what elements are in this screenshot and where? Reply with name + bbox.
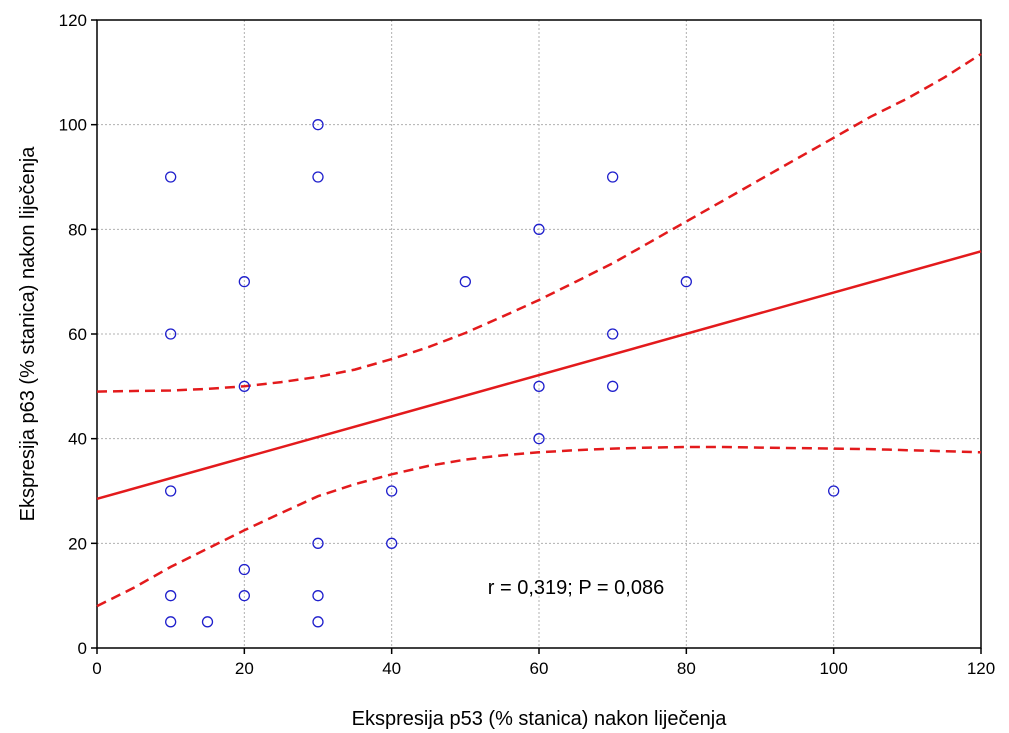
x-tick-label: 80 — [677, 659, 696, 678]
regression-line — [96, 250, 982, 501]
axis-ticks: 0 20 40 60 80 100 120 0 20 40 60 80 100 120 — [59, 11, 996, 678]
data-point — [459, 276, 471, 288]
x-tick-label: 0 — [92, 659, 101, 678]
confidence-band — [96, 52, 982, 608]
data-point — [238, 380, 250, 392]
data-point — [238, 276, 250, 288]
data-point — [165, 171, 177, 183]
data-point — [201, 616, 214, 628]
data-point — [312, 537, 324, 549]
y-tick-label: 40 — [68, 430, 87, 449]
data-point — [386, 537, 398, 549]
data-point — [312, 119, 324, 131]
x-axis-title: Ekspresija p53 (% stanica) nakon liječen… — [352, 708, 728, 730]
y-tick-label: 120 — [59, 11, 87, 30]
grid-lines — [97, 20, 981, 648]
data-point — [312, 171, 324, 183]
data-point — [165, 328, 177, 340]
data-point — [238, 563, 250, 576]
data-point — [533, 380, 545, 392]
y-tick-label: 0 — [78, 639, 87, 658]
correlation-annotation: r = 0,319; P = 0,086 — [488, 577, 664, 599]
data-point — [607, 328, 619, 340]
y-axis-title: Ekspresija p63 (% stanica) nakon liječen… — [17, 146, 39, 522]
data-point — [312, 616, 324, 628]
data-point — [238, 590, 250, 602]
x-tick-label: 60 — [530, 659, 549, 678]
x-tick-label: 20 — [235, 659, 254, 678]
data-point — [607, 380, 619, 392]
data-point — [165, 485, 177, 497]
data-point — [533, 433, 545, 445]
regression-line-group — [96, 250, 982, 501]
data-point — [533, 223, 545, 235]
data-point — [680, 276, 692, 288]
y-tick-label: 60 — [68, 325, 87, 344]
x-tick-label: 100 — [819, 659, 847, 678]
x-tick-label: 120 — [967, 659, 995, 678]
y-tick-label: 80 — [68, 220, 87, 239]
data-point — [165, 616, 177, 628]
x-tick-label: 40 — [382, 659, 401, 678]
data-point — [165, 590, 177, 602]
data-point — [312, 590, 324, 602]
y-tick-label: 20 — [68, 534, 87, 553]
y-tick-label: 100 — [59, 116, 87, 135]
confidence-lower-curve — [96, 445, 982, 608]
data-point — [607, 171, 619, 183]
data-point — [386, 485, 398, 497]
confidence-upper-curve — [96, 52, 982, 393]
data-point — [828, 485, 840, 497]
data-points — [165, 119, 840, 628]
